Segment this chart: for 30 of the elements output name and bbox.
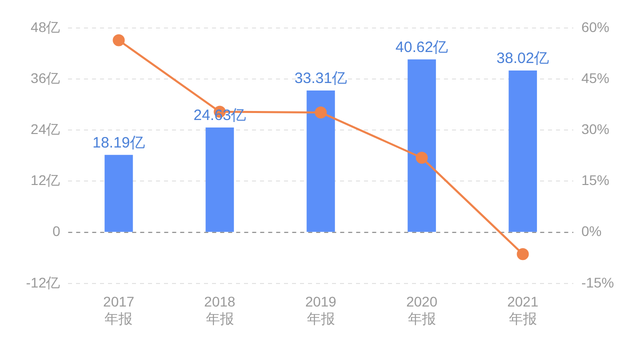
y2-tick-label: 60% bbox=[581, 18, 610, 35]
data-label: 33.31亿 bbox=[294, 70, 348, 88]
data-label: 38.02亿 bbox=[496, 50, 550, 68]
bar bbox=[104, 154, 133, 232]
y2-tick-label: 0% bbox=[581, 223, 602, 240]
y-tick-label: 24亿 bbox=[30, 121, 60, 138]
x-tick-label: 2020 年报 bbox=[406, 294, 438, 326]
bar bbox=[306, 90, 335, 232]
point bbox=[416, 152, 428, 164]
y-tick-label: 0 bbox=[52, 223, 60, 240]
data-label: 40.62亿 bbox=[396, 39, 448, 56]
bar bbox=[508, 70, 537, 232]
y2-tick-label: 45% bbox=[581, 70, 610, 86]
x-tick-label: 2021 年报 bbox=[507, 294, 539, 326]
data-label: 18.19亿 bbox=[92, 134, 146, 152]
point bbox=[516, 248, 529, 260]
x-tick-label: 2018 年报 bbox=[204, 294, 236, 326]
y-tick-label: 48亿 bbox=[30, 18, 60, 35]
y2-tick-label: -15% bbox=[581, 274, 614, 290]
y2-tick-label: 15% bbox=[581, 172, 610, 188]
bar bbox=[408, 59, 436, 232]
point bbox=[112, 34, 125, 46]
bar bbox=[206, 127, 234, 232]
y2-tick-label: 30% bbox=[581, 121, 610, 138]
y-tick-label: 36亿 bbox=[30, 70, 60, 86]
x-tick-label: 2019 年报 bbox=[305, 294, 337, 326]
point bbox=[314, 106, 327, 118]
y-tick-label: -12亿 bbox=[26, 274, 60, 290]
y-tick-label: 12亿 bbox=[30, 172, 60, 188]
x-tick-label: 2017 年报 bbox=[103, 294, 135, 326]
